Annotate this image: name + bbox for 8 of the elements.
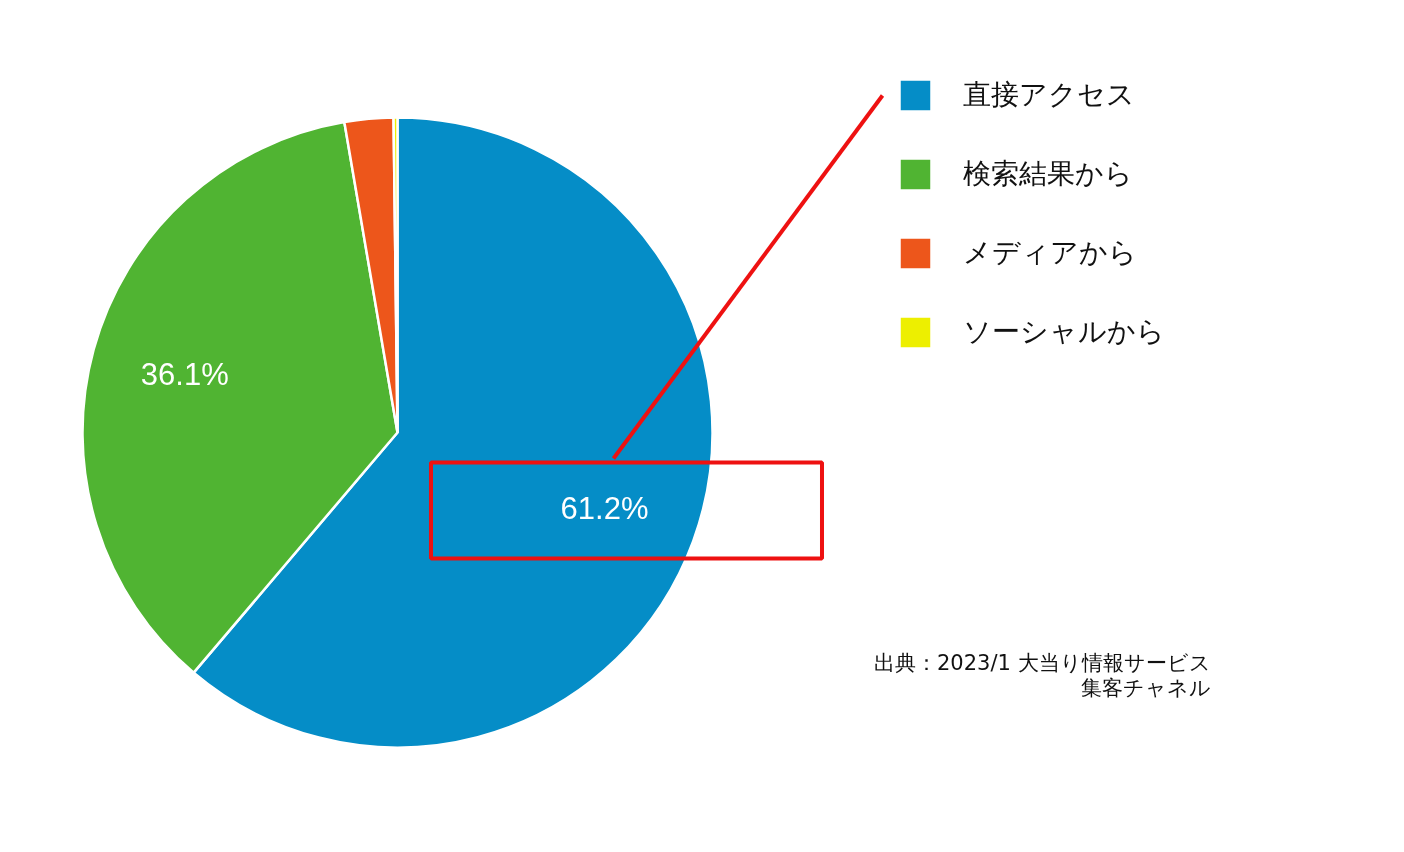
legend-label: 検索結果から <box>963 156 1133 192</box>
source-note: 出典：2023/1 大当り情報サービス <box>873 650 1211 675</box>
legend-label: メディアから <box>963 235 1137 271</box>
text: 集客チャネル <box>1080 675 1211 700</box>
data-label: 61.2% <box>560 490 649 526</box>
legend-label: 直接アクセス <box>963 77 1135 113</box>
legend-label: ソーシャルから <box>963 314 1165 350</box>
data-label: 36.1% <box>140 356 229 392</box>
